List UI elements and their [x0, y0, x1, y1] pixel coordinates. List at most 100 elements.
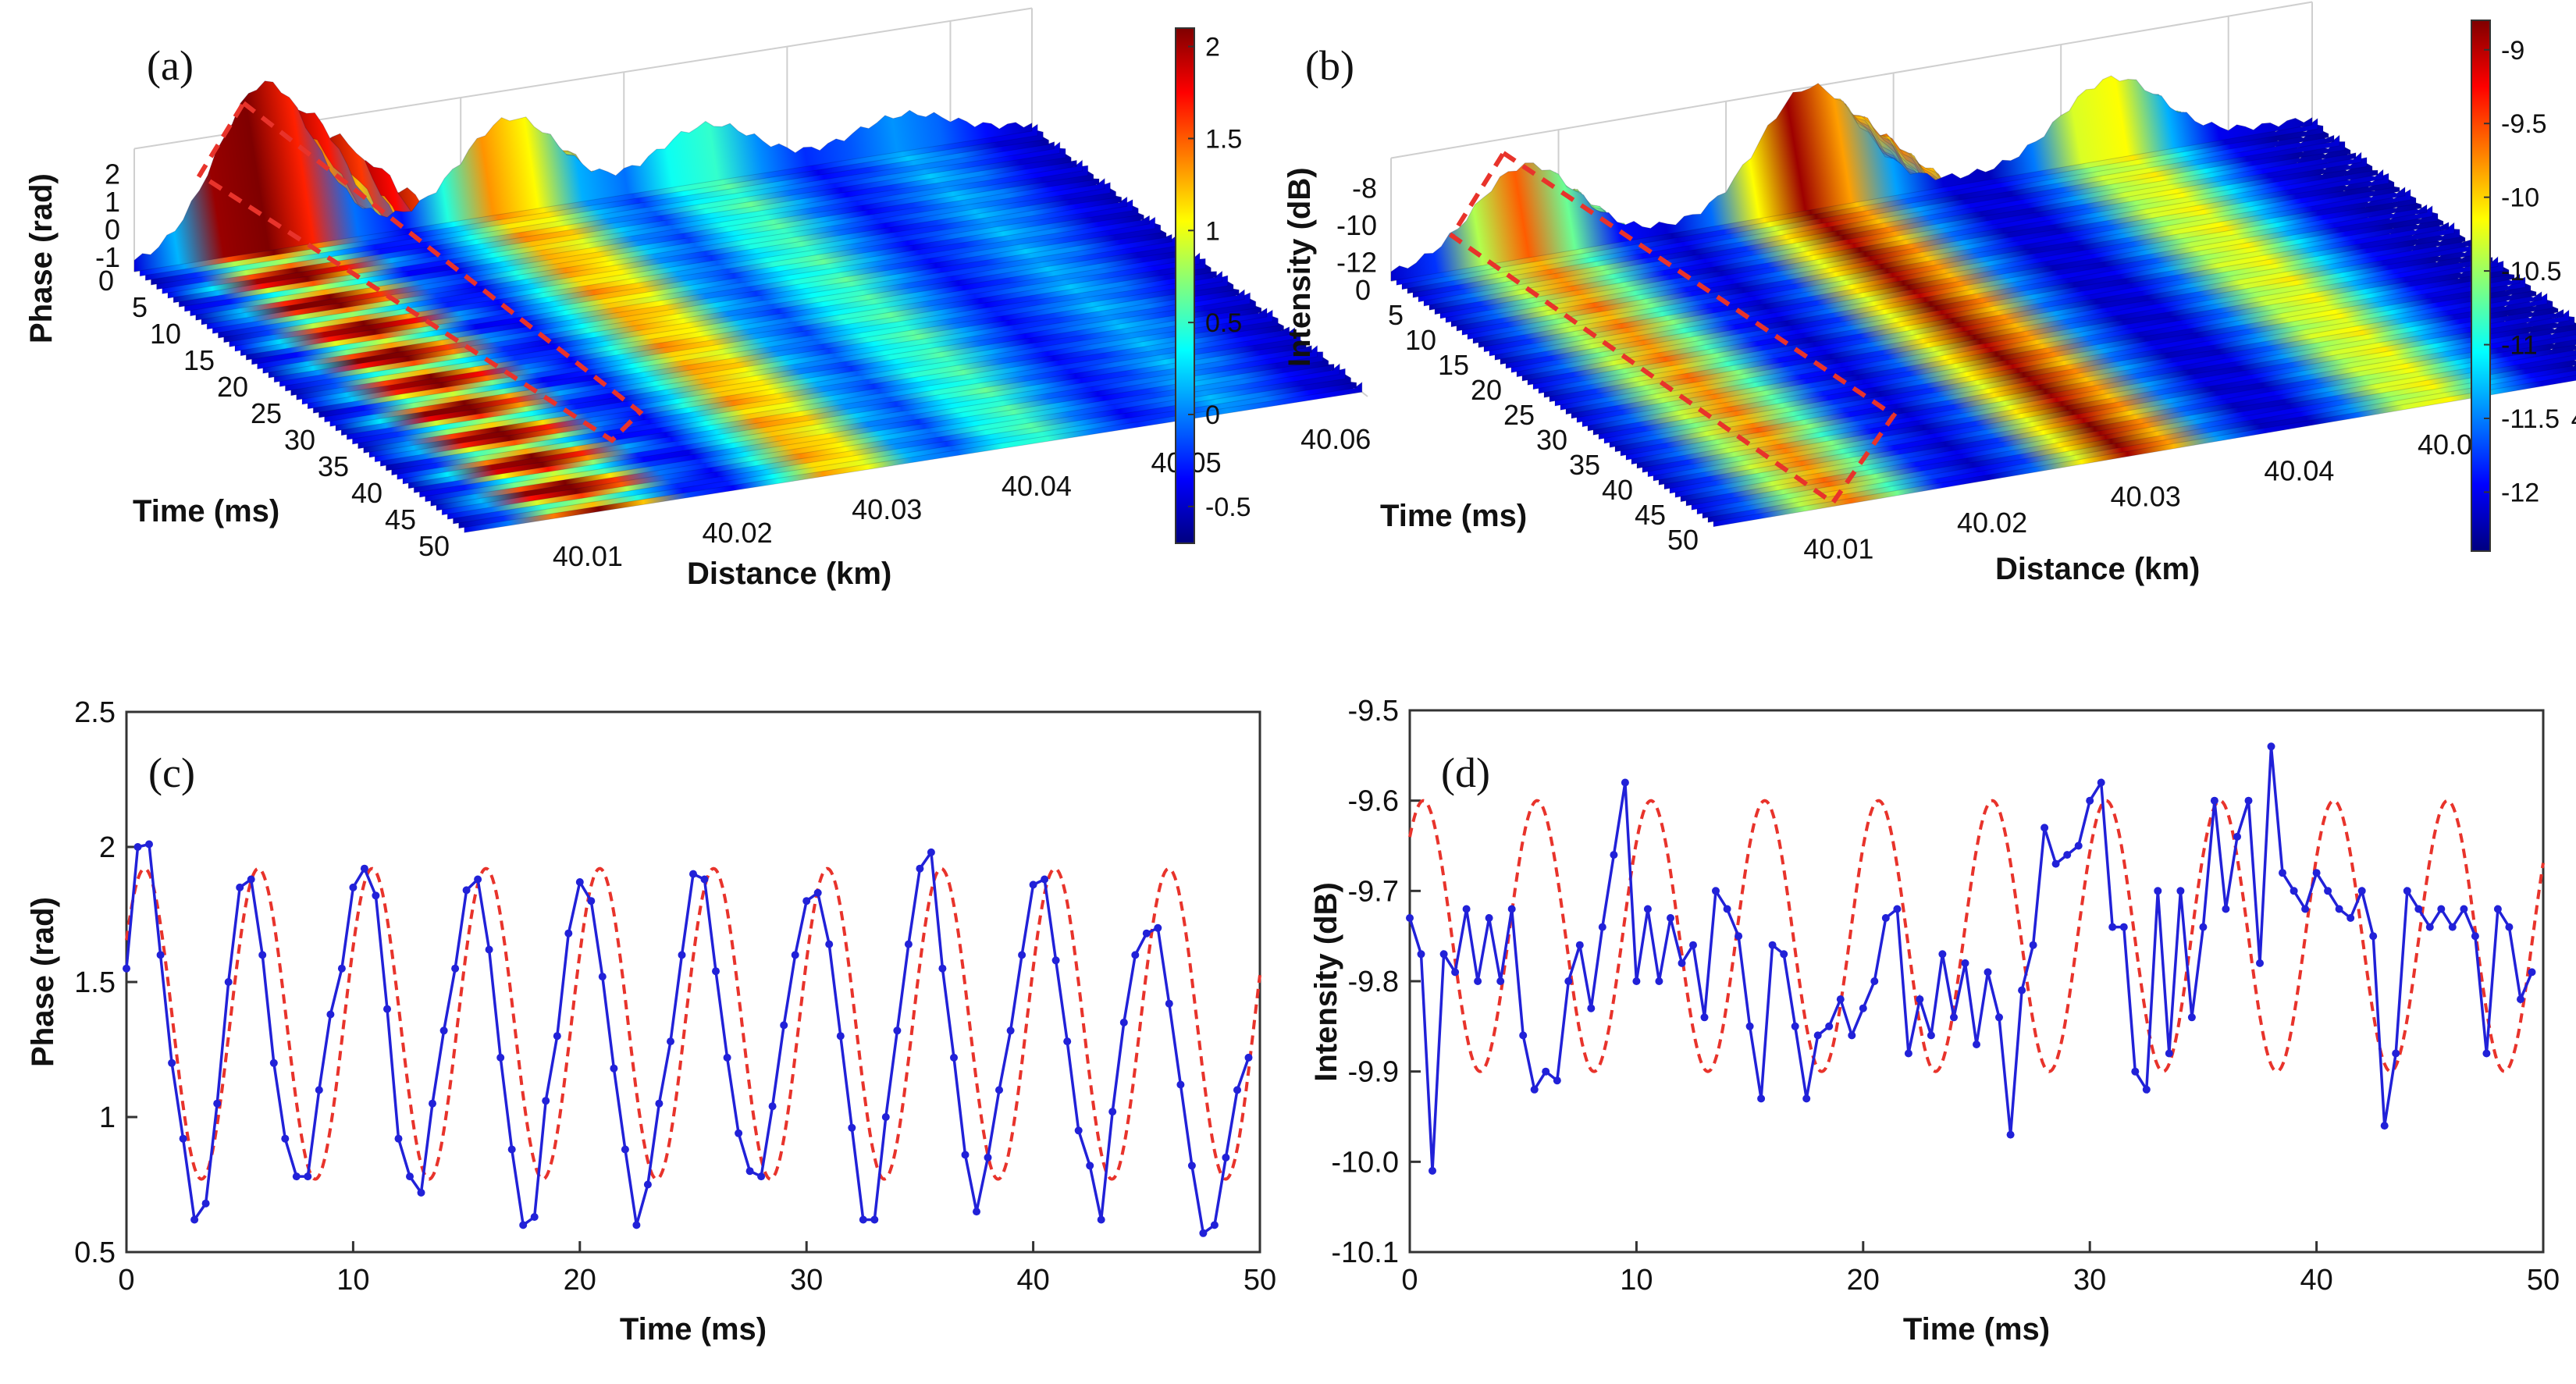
panel-a-time-axis-title: Time (ms): [133, 494, 279, 528]
time-tick-label: 15: [183, 344, 215, 376]
data-point: [836, 1032, 845, 1041]
data-point: [2528, 968, 2536, 977]
data-point: [1417, 950, 1425, 959]
panel-a-highlight-box: [196, 99, 644, 443]
panel-d: 0 10 20 30 40 50 -10.1 -10.0 -9.9 -9.8 -9.7 -9.6 -9.…: [1309, 695, 2560, 1347]
data-point: [598, 973, 607, 981]
data-point: [1791, 1022, 1799, 1030]
data-point: [2267, 742, 2275, 751]
data-point: [1029, 881, 1037, 889]
data-point: [1006, 1026, 1015, 1035]
data-point: [1598, 923, 1606, 931]
data-point: [2176, 887, 2185, 895]
data-point: [813, 888, 822, 897]
time-tick-label: 5: [132, 291, 148, 323]
data-point: [224, 978, 233, 986]
panel-b-distance-axis-title: Distance (km): [1995, 552, 2200, 586]
z-tick-label: -12: [1336, 246, 1377, 278]
time-tick-label: 10: [150, 318, 181, 350]
data-point: [439, 1026, 448, 1035]
y-tick-label: -9.9: [1348, 1056, 1399, 1089]
data-point: [2097, 778, 2105, 787]
data-point: [768, 1102, 777, 1111]
y-tick-label: -10.1: [1331, 1236, 1399, 1269]
data-point: [1233, 1086, 1241, 1094]
y-tick-label: 2.5: [74, 696, 116, 729]
data-point: [2199, 923, 2208, 931]
data-point: [372, 891, 380, 900]
data-point: [1802, 1094, 1811, 1103]
x-tick-label: 20: [1847, 1264, 1880, 1297]
time-tick-label: 40: [1602, 474, 1633, 506]
panel-a-surface: [133, 80, 1363, 533]
x-tick-label: 40: [2300, 1264, 2332, 1297]
data-point: [2051, 859, 2060, 868]
colorbar-tick-label: -12: [2501, 478, 2539, 507]
y-tick-label: 2: [99, 831, 116, 864]
data-point: [1564, 977, 1573, 985]
data-point: [304, 1172, 312, 1181]
data-point: [1244, 1053, 1253, 1062]
data-point: [802, 897, 811, 905]
data-point: [2233, 832, 2241, 841]
data-point: [643, 1180, 652, 1189]
data-point: [315, 1086, 323, 1094]
y-tick-label: -9.7: [1348, 875, 1399, 908]
x-tick-label: 0: [1401, 1264, 1418, 1297]
data-point: [156, 951, 165, 959]
data-point: [1984, 968, 1992, 977]
data-point: [689, 870, 697, 878]
data-point: [269, 1058, 278, 1067]
panel-d-plot-area: [1408, 709, 2545, 1254]
data-point: [2448, 923, 2457, 931]
data-point: [825, 940, 834, 948]
panel-b-colorbar: -9 -9.5 -10 -10.5 -11 -11.5 -12: [2471, 20, 2562, 552]
distance-tick-label: 40.03: [852, 493, 922, 525]
data-point: [133, 843, 142, 851]
data-point: [757, 1172, 766, 1181]
panel-b-label: (b): [1305, 42, 1354, 89]
data-point: [2437, 905, 2446, 913]
data-point: [236, 883, 244, 891]
data-point: [859, 1215, 867, 1224]
y-tick-label: -9.5: [1348, 695, 1399, 728]
data-point: [1086, 1162, 1094, 1170]
data-point: [893, 1026, 902, 1035]
data-point: [712, 967, 720, 976]
data-point: [1768, 941, 1777, 949]
x-tick-label: 0: [118, 1264, 134, 1297]
data-point: [1667, 914, 1674, 922]
data-point: [1950, 1013, 1958, 1022]
colorbar-tick-label: 0.5: [1205, 308, 1242, 338]
data-point: [1199, 1229, 1208, 1237]
panel-c-label: (c): [148, 749, 195, 796]
data-point: [1485, 914, 1493, 922]
data-point: [2301, 905, 2310, 913]
data-point: [2165, 1049, 2173, 1058]
data-point: [791, 951, 799, 959]
data-point: [1836, 995, 1845, 1004]
data-point: [258, 951, 267, 959]
data-point: [281, 1134, 290, 1143]
data-point: [1881, 914, 1890, 922]
panel-b-z-axis-title: Intensity (dB): [1283, 167, 1317, 367]
time-tick-label: 40: [351, 477, 382, 509]
colorbar-tick-label: -9.5: [2501, 109, 2547, 139]
data-point: [2517, 995, 2524, 1004]
data-point: [2006, 1130, 2015, 1139]
data-point: [1222, 1153, 1230, 1162]
data-point: [973, 1208, 980, 1216]
data-point: [530, 1213, 539, 1221]
distance-tick-label: 40.01: [553, 540, 623, 572]
data-point: [927, 848, 935, 856]
y-tick-label: 0.5: [74, 1236, 116, 1269]
data-point: [2256, 959, 2264, 967]
data-point: [1542, 1067, 1550, 1076]
data-point: [1973, 1041, 1980, 1048]
data-point: [723, 1053, 731, 1062]
data-point: [1051, 956, 1060, 965]
data-point: [1621, 778, 1629, 787]
z-tick-label: 1: [105, 186, 120, 218]
